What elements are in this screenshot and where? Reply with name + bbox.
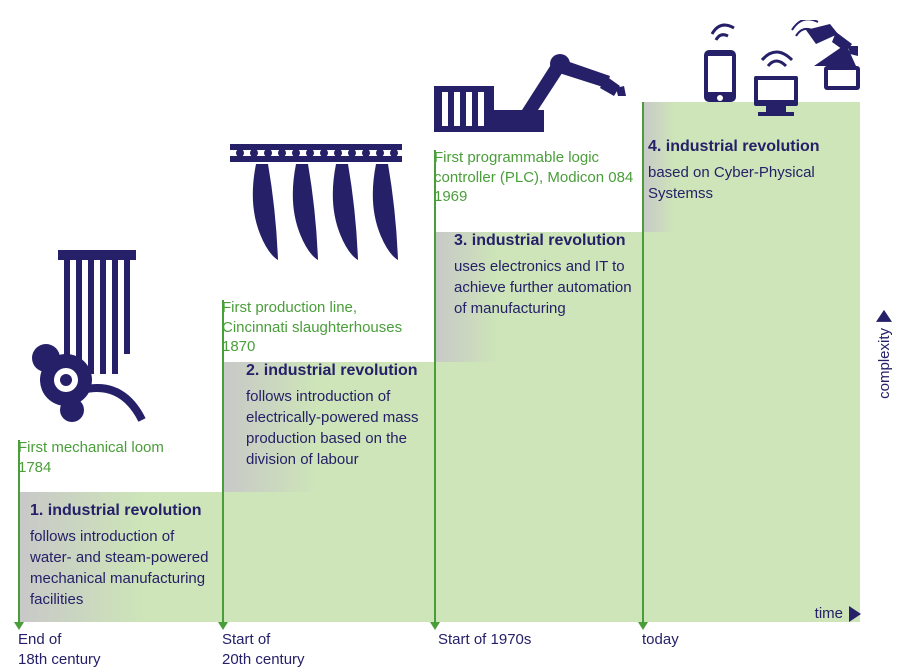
time-axis-label: time [815,605,843,622]
complexity-axis-label: complexity [876,328,893,399]
caption-2: First production line, Cincinnati slaugh… [222,298,412,357]
time-4: today [642,630,679,650]
text-4: 4. industrial revolution based on Cyber-… [648,138,848,204]
time-3: Start of 1970s [438,630,531,650]
complexity-axis: complexity [876,310,893,399]
title-4: 4. industrial revolution [648,138,848,156]
caption-1: First mechanical loom 1784 [18,438,198,477]
desc-4: based on Cyber-Physical Systemss [648,162,848,204]
title-1: 1. industrial revolution [30,502,220,520]
loom-icon [22,250,152,430]
arrow-right-icon [849,606,861,622]
slaughter-icon [226,142,406,282]
desc-2: follows introduction of electrically-pow… [246,386,426,470]
title-3: 3. industrial revolution [454,232,634,250]
time-axis: time [815,605,861,622]
time-2: Start of 20th century [222,630,305,669]
step-line-4 [642,102,644,622]
title-2: 2. industrial revolution [246,362,426,380]
step-line-3 [434,150,436,622]
cyber-icon [696,20,876,120]
text-2: 2. industrial revolution follows introdu… [246,362,426,470]
arrow-up-icon [877,310,893,322]
desc-1: follows introduction of water- and steam… [30,526,220,610]
caption-3: First programmable logic controller (PLC… [434,148,634,207]
text-3: 3. industrial revolution uses electronic… [454,232,634,319]
desc-3: uses electronics and IT to achieve furth… [454,256,634,319]
time-1: End of 18th century [18,630,101,669]
text-1: 1. industrial revolution follows introdu… [30,502,220,610]
robot-icon [434,52,634,132]
